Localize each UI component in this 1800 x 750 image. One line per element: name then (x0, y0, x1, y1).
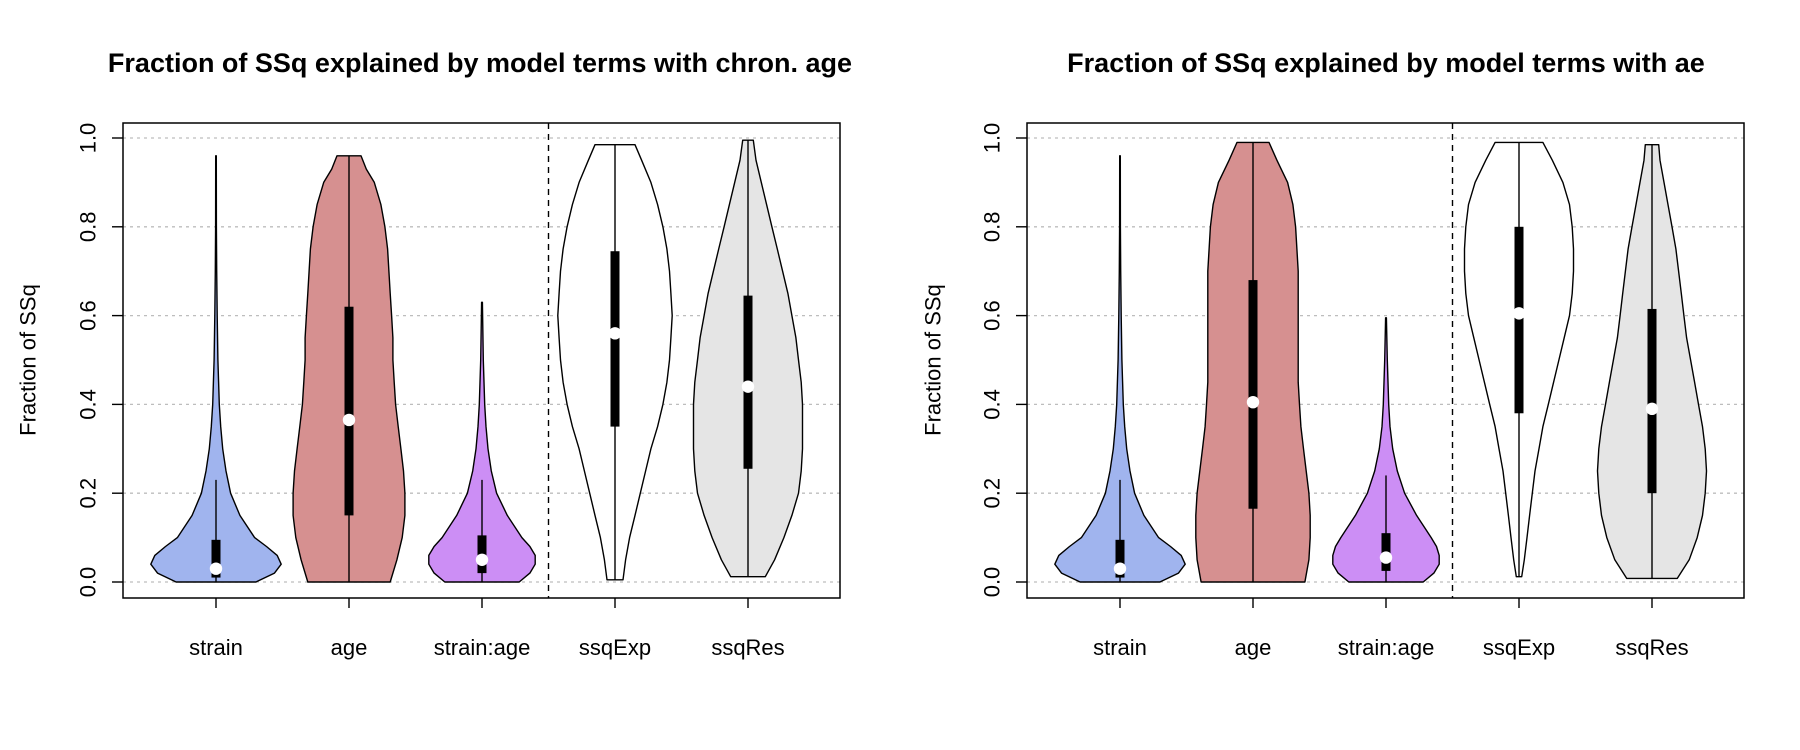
y-tick-label: 1.0 (76, 123, 101, 154)
box (211, 539, 221, 578)
violin-body (1332, 317, 1440, 583)
violin-strain-age (1332, 317, 1440, 583)
box (1647, 308, 1657, 494)
y-axis-label: Fraction of SSq (16, 284, 41, 436)
violin-body (150, 155, 282, 583)
median-point (1113, 562, 1127, 575)
box (1115, 539, 1125, 578)
box (1514, 226, 1524, 414)
median-point (1645, 402, 1659, 416)
violin-body (1054, 155, 1186, 583)
violin-ssqExp (1463, 141, 1575, 578)
x-tick-label: strain (189, 635, 243, 660)
x-tick-label: ssqExp (1483, 635, 1555, 660)
median-point (741, 380, 755, 393)
plot-frame (1026, 122, 1745, 599)
violin-ssqRes (1596, 144, 1708, 580)
median-point (1512, 307, 1526, 320)
median-point (1379, 551, 1393, 564)
median-point (608, 327, 622, 340)
median-point (209, 562, 223, 575)
median-point (1246, 395, 1260, 409)
y-tick-label: 0.0 (76, 567, 101, 598)
y-tick-label: 1.0 (980, 123, 1005, 154)
violin-age (292, 155, 406, 583)
x-tick-label: strain:age (434, 635, 531, 660)
y-tick-label: 0.2 (76, 478, 101, 509)
violin-strain-age (428, 301, 536, 583)
x-tick-label: age (1235, 635, 1272, 660)
y-tick-label: 0.2 (980, 478, 1005, 509)
y-tick-label: 0.8 (980, 212, 1005, 243)
violin-ssqRes (692, 139, 804, 578)
violin-strain (150, 155, 282, 583)
y-tick-label: 0.0 (980, 567, 1005, 598)
median-point (342, 413, 356, 427)
violin-strain (1054, 155, 1186, 583)
x-tick-label: age (331, 635, 368, 660)
x-tick-label: ssqExp (579, 635, 651, 660)
y-axis-label: Fraction of SSq (921, 284, 946, 436)
y-tick-label: 0.4 (76, 389, 101, 420)
median-point (475, 553, 489, 566)
y-tick-label: 0.8 (76, 212, 101, 243)
x-tick-label: ssqRes (1615, 635, 1688, 660)
chart-title: Fraction of SSq explained by model terms… (108, 48, 852, 78)
box (1248, 280, 1258, 509)
box (344, 306, 354, 516)
chart-panel-1: Fraction of SSq explained by model terms… (16, 48, 853, 660)
x-tick-label: ssqRes (711, 635, 784, 660)
x-tick-label: strain (1093, 635, 1147, 660)
chart-panel-2: Fraction of SSq explained by model terms… (921, 48, 1745, 660)
y-tick-label: 0.4 (980, 389, 1005, 420)
plot-frame (122, 122, 841, 599)
violin-age (1195, 141, 1311, 583)
violin-body (428, 301, 536, 583)
y-tick-label: 0.6 (980, 300, 1005, 331)
y-tick-label: 0.6 (76, 300, 101, 331)
x-tick-label: strain:age (1338, 635, 1435, 660)
chart-title: Fraction of SSq explained by model terms… (1067, 48, 1705, 78)
violin-ssqExp (557, 144, 673, 581)
